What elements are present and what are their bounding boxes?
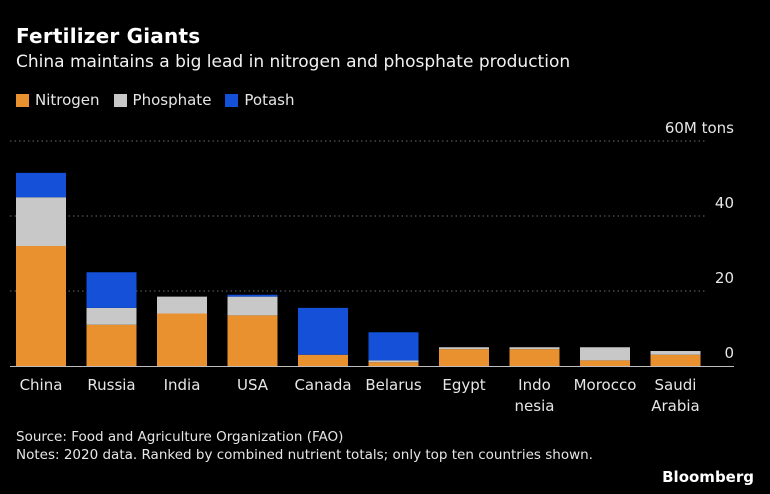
x-category-label: Egypt bbox=[442, 376, 485, 394]
x-category-label: Belarus bbox=[365, 376, 422, 394]
x-category-label: China bbox=[20, 376, 63, 394]
chart-legend: Nitrogen Phosphate Potash bbox=[16, 91, 309, 109]
y-tick-label: 20 bbox=[715, 269, 734, 287]
bar-segment-phosphate bbox=[86, 307, 137, 325]
bar-segment-nitrogen bbox=[157, 313, 207, 366]
legend-item-potash: Potash bbox=[225, 91, 295, 109]
bar-segment-phosphate bbox=[368, 360, 419, 363]
x-category-label: Saudi bbox=[655, 376, 697, 394]
x-category-label: USA bbox=[237, 376, 269, 394]
bar-segment-nitrogen bbox=[298, 354, 348, 366]
bar-segment-potash bbox=[227, 294, 278, 297]
bloomberg-logo: Bloomberg bbox=[662, 468, 754, 486]
chart-subtitle: China maintains a big lead in nitrogen a… bbox=[16, 52, 571, 72]
y-tick-label: 60M tons bbox=[665, 119, 734, 137]
bar-segment-phosphate bbox=[439, 347, 489, 350]
bar-segment-nitrogen bbox=[368, 362, 419, 366]
x-category-label: nesia bbox=[515, 397, 555, 415]
legend-swatch-potash bbox=[225, 93, 239, 107]
bar-segment-potash bbox=[16, 172, 66, 198]
legend-label-potash: Potash bbox=[244, 91, 295, 109]
bar-segment-nitrogen bbox=[439, 349, 489, 366]
bar-segment-nitrogen bbox=[16, 246, 66, 366]
legend-item-phosphate: Phosphate bbox=[113, 91, 212, 109]
stacked-bar-chart: 0 20 40 60M tons China Russia India USA Canada Be… bbox=[10, 119, 734, 415]
legend-label-nitrogen: Nitrogen bbox=[35, 91, 100, 109]
bar-segment-nitrogen bbox=[580, 360, 630, 366]
x-category-label: India bbox=[164, 376, 201, 394]
bar-segment-nitrogen bbox=[650, 354, 701, 366]
bar-segment-phosphate bbox=[650, 351, 701, 355]
bar-segment-nitrogen bbox=[86, 324, 137, 366]
legend-label-phosphate: Phosphate bbox=[132, 91, 212, 109]
bar-segment-potash bbox=[86, 272, 137, 308]
bar-segment-potash bbox=[298, 307, 348, 355]
legend-item-nitrogen: Nitrogen bbox=[16, 91, 100, 109]
x-category-label: Morocco bbox=[574, 376, 637, 394]
bar-segment-phosphate bbox=[227, 296, 278, 316]
notes-text: Notes: 2020 data. Ranked by combined nut… bbox=[16, 447, 593, 463]
bar-segment-phosphate bbox=[580, 347, 630, 361]
chart-footer: Source: Food and Agriculture Organizatio… bbox=[16, 428, 616, 464]
x-category-label: Russia bbox=[87, 376, 135, 394]
x-category-label: Indo bbox=[518, 376, 551, 394]
bar-segment-potash bbox=[368, 332, 419, 361]
chart-title: Fertilizer Giants bbox=[16, 24, 201, 48]
x-category-label: Arabia bbox=[651, 397, 700, 415]
bar-segment-nitrogen bbox=[227, 315, 278, 366]
source-note: Source: Food and Agriculture Organizatio… bbox=[16, 429, 344, 445]
legend-swatch-nitrogen bbox=[16, 93, 29, 107]
legend-swatch-phosphate bbox=[113, 93, 127, 107]
y-tick-label: 0 bbox=[724, 344, 734, 362]
x-category-label: Canada bbox=[294, 376, 351, 394]
bar-segment-nitrogen bbox=[509, 349, 560, 366]
bar-segment-phosphate bbox=[16, 197, 66, 246]
bar-segment-phosphate bbox=[157, 296, 207, 314]
bar-segment-phosphate bbox=[509, 347, 560, 350]
y-tick-label: 40 bbox=[715, 194, 734, 212]
